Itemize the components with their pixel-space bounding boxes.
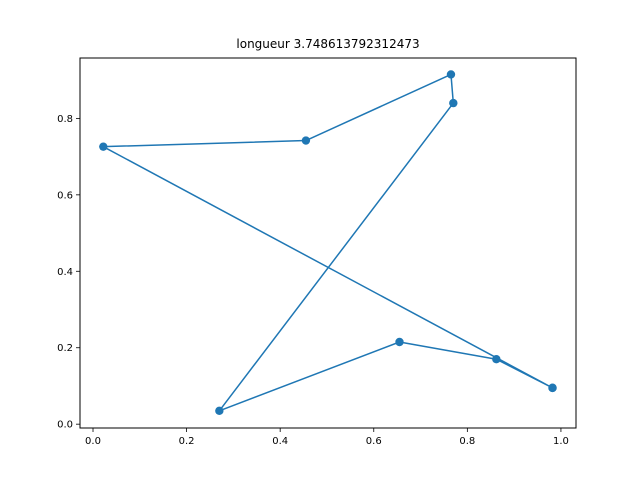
y-tick-label: 0.4 <box>57 267 73 278</box>
data-point <box>548 383 557 393</box>
y-tick-label: 0.6 <box>57 190 73 201</box>
data-point <box>395 337 404 347</box>
y-tick-label: 0.8 <box>57 114 73 125</box>
plot-series <box>99 70 557 415</box>
y-axis: 0.0 0.2 0.4 0.6 0.8 <box>57 114 80 431</box>
x-tick-label: 0.2 <box>179 436 195 447</box>
plot-frame <box>79 57 577 429</box>
data-point <box>446 70 456 79</box>
data-point <box>492 354 501 364</box>
y-tick-label: 0.2 <box>57 343 73 354</box>
y-tick-label: 0.0 <box>57 420 73 431</box>
x-tick-label: 0.0 <box>85 436 101 447</box>
x-tick-label: 1.0 <box>553 436 569 447</box>
data-point <box>449 98 458 108</box>
chart-title: longueur 3.748613792312473 <box>236 37 419 51</box>
data-point <box>301 136 311 145</box>
x-tick-label: 0.6 <box>366 436 382 447</box>
data-point <box>215 406 224 415</box>
x-axis: 0.0 0.2 0.4 0.6 0.8 1.0 <box>85 428 569 447</box>
data-point <box>99 142 108 151</box>
x-tick-label: 0.4 <box>272 436 288 447</box>
x-tick-label: 0.8 <box>459 436 475 447</box>
